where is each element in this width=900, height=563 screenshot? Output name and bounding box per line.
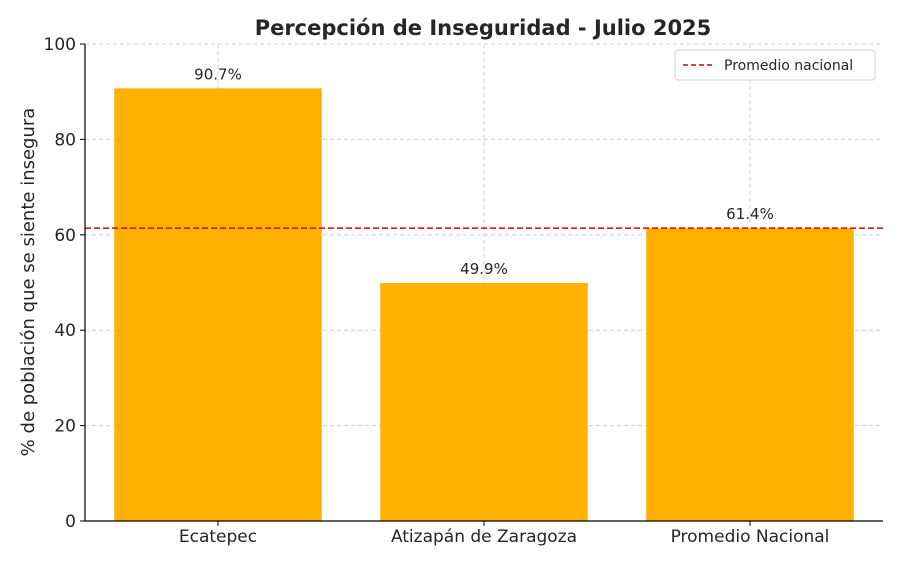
x-tick-label: Ecatepec [179, 527, 257, 547]
x-tick-label: Atizapán de Zaragoza [391, 527, 577, 547]
ticks: 0 20 40 60 80 100 Ecatepec Atizapán de Zaragoza… [44, 35, 830, 547]
bar-value-label: 49.9% [460, 260, 508, 278]
y-axis-label: % de población que se siente insegura [18, 108, 39, 457]
bars [114, 88, 854, 522]
y-tick-label: 60 [54, 226, 76, 246]
bar-value-label: 61.4% [726, 205, 774, 223]
bar [646, 228, 854, 521]
y-tick-label: 80 [54, 130, 76, 150]
y-tick-label: 0 [65, 512, 76, 532]
legend: Promedio nacional [674, 49, 876, 81]
legend-box [674, 49, 876, 81]
chart-title: Percepción de Inseguridad - Julio 2025 [255, 16, 712, 40]
x-tick-label: Promedio Nacional [671, 527, 830, 547]
bar [114, 88, 322, 522]
legend-label: Promedio nacional [724, 58, 853, 74]
y-tick-label: 100 [44, 35, 76, 55]
y-tick-label: 20 [54, 417, 76, 437]
bar-value-label: 90.7% [194, 65, 242, 83]
y-tick-label: 40 [54, 321, 76, 341]
bar-value-labels: 90.7% 49.9% 61.4% [194, 65, 774, 278]
bar [380, 282, 588, 521]
